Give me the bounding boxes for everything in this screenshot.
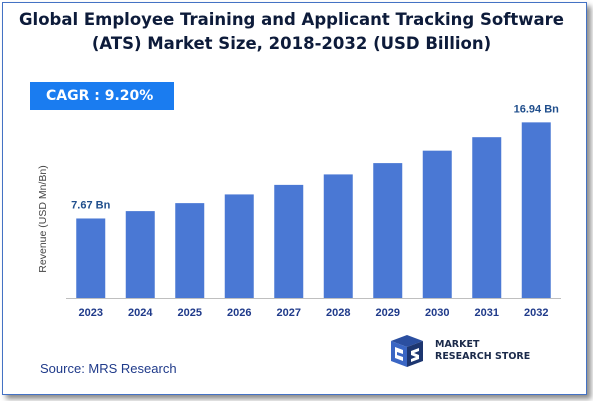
chart-title-line-2: (ATS) Market Size, 2018-2032 (USD Billio… [91, 34, 492, 53]
x-tick-label-2029: 2029 [376, 307, 400, 319]
y-axis-label: Revenue (USD Mn/Bn) [37, 165, 49, 272]
bar-2030 [422, 150, 452, 298]
chart-title: Global Employee Training and Applicant T… [0, 8, 583, 56]
bar-2026 [224, 194, 254, 298]
market-research-store-logo: MARKET RESEARCH STORE [387, 333, 547, 377]
x-tick-label-2031: 2031 [475, 307, 499, 319]
bar-2028 [323, 174, 353, 298]
bar-2027 [274, 184, 304, 298]
bar-2024 [125, 211, 155, 298]
x-tick-label-2027: 2027 [277, 307, 301, 319]
chart-title-line-1: Global Employee Training and Applicant T… [19, 10, 564, 29]
logo-text: MARKET RESEARCH STORE [435, 339, 530, 363]
data-label-2023: 7.67 Bn [71, 199, 110, 211]
x-tick-label-2030: 2030 [425, 307, 449, 319]
data-label-2032: 16.94 Bn [514, 103, 560, 115]
bar-2023 [76, 218, 106, 298]
x-tick-label-2026: 2026 [227, 307, 251, 319]
x-tick-label-2024: 2024 [128, 307, 153, 319]
x-tick-label-2028: 2028 [326, 307, 350, 319]
bar-2031 [472, 137, 502, 298]
cagr-badge: CAGR : 9.20% [30, 82, 174, 110]
bar-2032 [521, 122, 551, 298]
x-tick-label-2032: 2032 [524, 307, 548, 319]
bar-2029 [373, 163, 403, 298]
mrs-logo-icon [391, 335, 423, 367]
bar-2025 [175, 203, 205, 298]
logo-text-line-1: MARKET [435, 339, 480, 350]
x-tick-label-2023: 2023 [79, 307, 103, 319]
x-tick-label-2025: 2025 [178, 307, 202, 319]
source-note: Source: MRS Research [40, 361, 177, 376]
logo-text-line-2: RESEARCH STORE [435, 351, 531, 362]
